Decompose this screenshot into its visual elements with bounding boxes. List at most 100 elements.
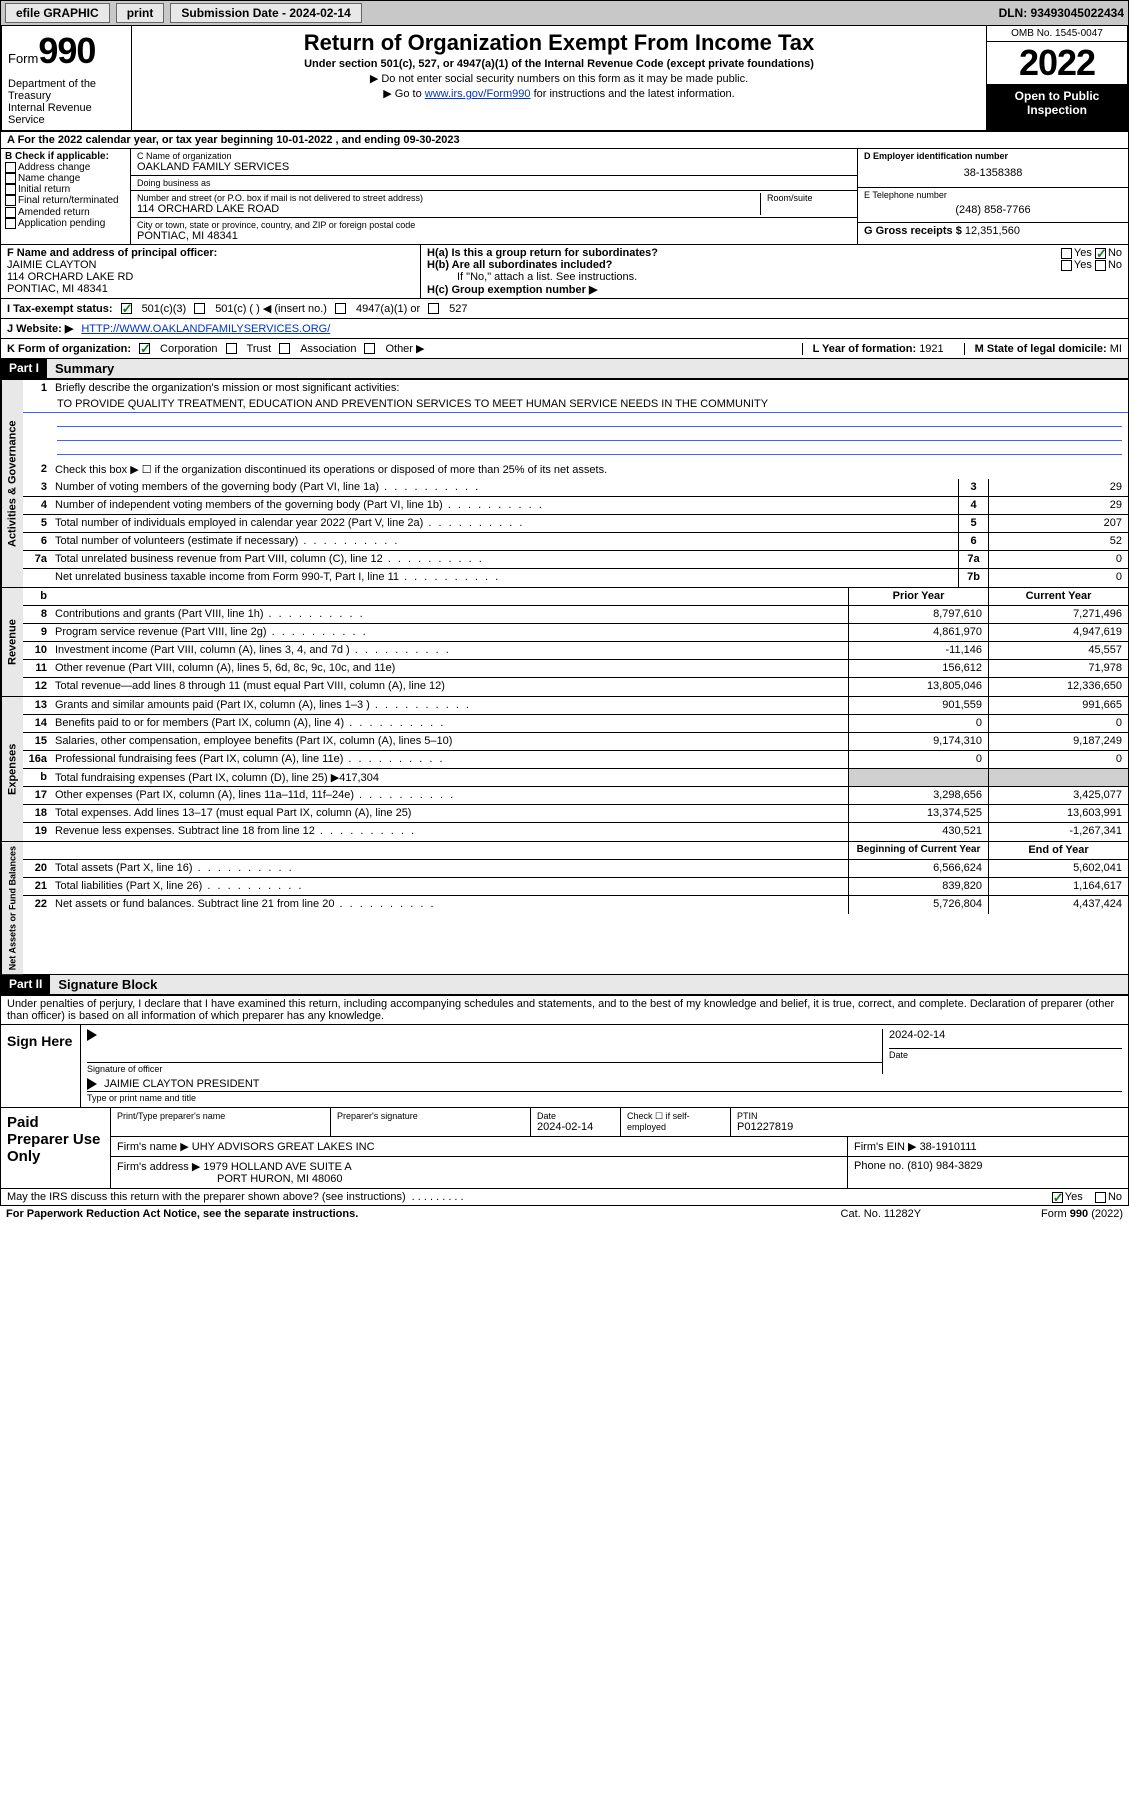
ha-no: No (1108, 247, 1122, 259)
cb-name-change[interactable] (5, 173, 16, 184)
cb-assoc[interactable] (279, 343, 290, 354)
irs-link[interactable]: www.irs.gov/Form990 (425, 88, 531, 100)
l9-curr: 4,947,619 (988, 624, 1128, 641)
sig-date-lbl: Date (889, 1050, 1122, 1060)
b-item-3: Final return/terminated (18, 196, 119, 207)
m-label: M State of legal domicile: (975, 343, 1107, 355)
l6-box: 6 (958, 533, 988, 550)
prep-sig-lbl: Preparer's signature (337, 1111, 524, 1121)
l4-desc: Number of independent voting members of … (55, 499, 443, 511)
part1-badge: Part I (1, 359, 47, 379)
l4-box: 4 (958, 497, 988, 514)
l13-prior: 901,559 (848, 697, 988, 714)
l11-desc: Other revenue (Part VIII, column (A), li… (55, 662, 395, 674)
i-opt-0: 501(c)(3) (142, 303, 187, 315)
l21-prior: 839,820 (848, 878, 988, 895)
cb-discuss-no[interactable] (1095, 1192, 1106, 1203)
b-item-1: Name change (18, 173, 80, 184)
i-opt-1: 501(c) ( ) ◀ (insert no.) (215, 302, 327, 315)
form-footer: Form 990 (2022) (1041, 1208, 1123, 1220)
instructions-note: ▶ Go to www.irs.gov/Form990 for instruct… (140, 87, 978, 100)
ha-yes: Yes (1074, 247, 1092, 259)
header-fields: A For the 2022 calendar year, or tax yea… (0, 132, 1129, 359)
l9-desc: Program service revenue (Part VIII, line… (55, 626, 267, 638)
firm-name-lbl: Firm's name ▶ (117, 1141, 189, 1153)
l3-box: 3 (958, 479, 988, 496)
dln-label: DLN: 93493045022434 (999, 6, 1124, 20)
ha-label: H(a) Is this a group return for subordin… (427, 247, 658, 259)
l19-curr: -1,267,341 (988, 823, 1128, 841)
website-link[interactable]: HTTP://WWW.OAKLANDFAMILYSERVICES.ORG/ (81, 323, 330, 335)
col-begin: Beginning of Current Year (848, 842, 988, 859)
cb-527[interactable] (428, 303, 439, 314)
cb-initial-return[interactable] (5, 184, 16, 195)
arrow-icon (87, 1029, 97, 1041)
part1-title: Summary (47, 359, 1128, 379)
l16b-desc: Total fundraising expenses (Part IX, col… (55, 772, 379, 784)
l13-desc: Grants and similar amounts paid (Part IX… (55, 699, 370, 711)
l17-desc: Other expenses (Part IX, column (A), lin… (55, 789, 354, 801)
cb-hb-yes[interactable] (1061, 260, 1072, 271)
cb-hb-no[interactable] (1095, 260, 1106, 271)
l-label: L Year of formation: (813, 343, 917, 355)
ssn-note: ▶ Do not enter social security numbers o… (140, 72, 978, 85)
street-value: 114 ORCHARD LAKE ROAD (137, 203, 754, 215)
officer-city: PONTIAC, MI 48341 (7, 283, 108, 295)
tax-year: 2022 (987, 42, 1127, 85)
l7a-val: 0 (988, 551, 1128, 568)
officer-name: JAIMIE CLAYTON (7, 259, 96, 271)
firm-addr-lbl: Firm's address ▶ (117, 1161, 200, 1173)
cb-4947[interactable] (335, 303, 346, 314)
hb-note: If "No," attach a list. See instructions… (427, 271, 1122, 283)
vtab-activities: Activities & Governance (1, 380, 23, 587)
l2-text: Check this box ▶ ☐ if the organization d… (51, 461, 1128, 479)
l11-prior: 156,612 (848, 660, 988, 677)
b-item-5: Application pending (18, 218, 105, 229)
print-button[interactable]: print (116, 3, 165, 23)
l7a-desc: Total unrelated business revenue from Pa… (55, 553, 383, 565)
l17-prior: 3,298,656 (848, 787, 988, 804)
l16b-prior-shade (848, 769, 988, 786)
k-opt-1: Trust (247, 343, 272, 355)
l5-desc: Total number of individuals employed in … (55, 517, 423, 529)
officer-street: 114 ORCHARD LAKE RD (7, 271, 133, 283)
f-label: F Name and address of principal officer: (7, 247, 217, 259)
cb-ha-no[interactable] (1095, 248, 1106, 259)
ein-value: 38-1358388 (864, 161, 1122, 185)
officer-printed: JAIMIE CLAYTON PRESIDENT (104, 1078, 259, 1090)
l3-val: 29 (988, 479, 1128, 496)
line-a-text: A For the 2022 calendar year, or tax yea… (7, 134, 460, 146)
col-b-checkboxes: B Check if applicable: Address change Na… (1, 149, 131, 244)
form-header: Form990 Department of the Treasury Inter… (0, 26, 1129, 132)
cb-other[interactable] (364, 343, 375, 354)
officer-lbl: Type or print name and title (87, 1093, 1122, 1103)
arrow-icon-2 (87, 1078, 97, 1090)
officer-sig-line (87, 1041, 882, 1063)
signature-block: Under penalties of perjury, I declare th… (0, 996, 1129, 1189)
cb-address-change[interactable] (5, 162, 16, 173)
l16a-curr: 0 (988, 751, 1128, 768)
org-name: OAKLAND FAMILY SERVICES (137, 161, 851, 173)
cb-discuss-yes[interactable] (1052, 1192, 1063, 1203)
sig-intro: Under penalties of perjury, I declare th… (1, 996, 1128, 1025)
k-opt-3: Other ▶ (385, 342, 424, 355)
cb-final-return[interactable] (5, 195, 16, 206)
k-label: K Form of organization: (7, 343, 131, 355)
phone-lbl: Phone no. (854, 1160, 904, 1172)
cb-501c3[interactable] (121, 303, 132, 314)
dept-label: Department of the Treasury (8, 78, 125, 102)
cb-amended[interactable] (5, 207, 16, 218)
cb-trust[interactable] (226, 343, 237, 354)
street-label: Number and street (or P.O. box if mail i… (137, 193, 754, 203)
b-label: B Check if applicable: (5, 151, 109, 162)
cb-corp[interactable] (139, 343, 150, 354)
submission-date: Submission Date - 2024-02-14 (170, 3, 361, 23)
hb-yes: Yes (1074, 259, 1092, 271)
cb-ha-yes[interactable] (1061, 248, 1072, 259)
mission-text: TO PROVIDE QUALITY TREATMENT, EDUCATION … (23, 398, 1128, 413)
e-label: E Telephone number (864, 190, 1122, 200)
cb-app-pending[interactable] (5, 218, 16, 229)
firm-ein: 38-1910111 (920, 1141, 977, 1153)
prep-date-lbl: Date (537, 1111, 614, 1121)
cb-501c[interactable] (194, 303, 205, 314)
